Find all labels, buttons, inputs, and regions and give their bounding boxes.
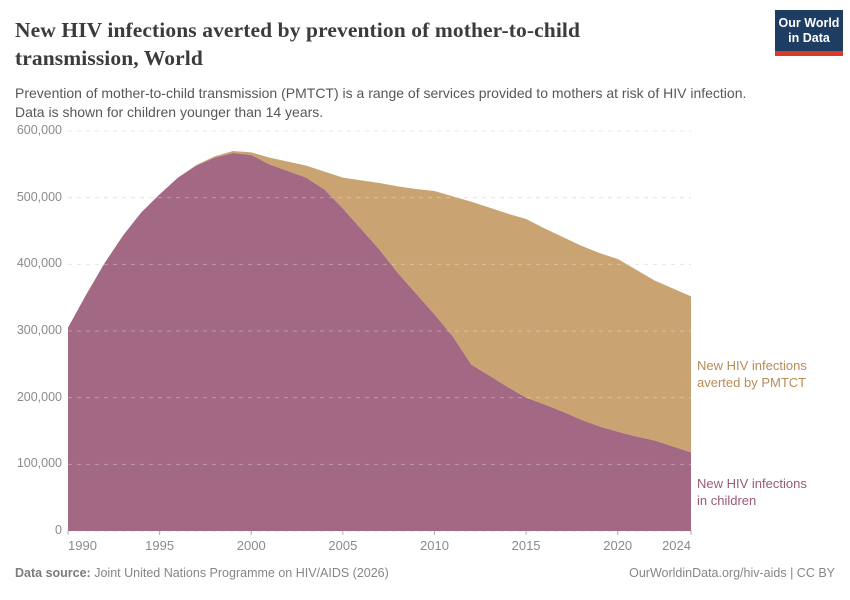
logo-line-2: in Data — [788, 31, 830, 45]
footer-link[interactable]: OurWorldinData.org/hiv-aids | CC BY — [629, 566, 835, 580]
y-tick-label: 600,000 — [16, 123, 62, 137]
x-tick-label: 2000 — [236, 538, 266, 553]
area-children[interactable] — [68, 153, 691, 531]
series-label-children: New HIV infections in children — [697, 476, 807, 508]
y-tick-label: 200,000 — [16, 389, 62, 404]
x-tick-label: 1995 — [145, 538, 175, 553]
area-averted[interactable] — [68, 151, 691, 453]
x-tick-label: 2015 — [511, 538, 541, 553]
chart-footer: Data source: Joint United Nations Progra… — [15, 566, 835, 580]
data-source: Data source: Joint United Nations Progra… — [15, 566, 389, 580]
subtitle-line-2: Data is shown for children younger than … — [15, 104, 324, 120]
data-source-label: Data source: — [15, 566, 91, 580]
title-line-1: New HIV infections averted by prevention… — [15, 18, 581, 42]
x-tick-label: 2010 — [420, 538, 449, 553]
title-line-2: transmission, World — [15, 46, 203, 70]
x-tick-label: 2020 — [603, 538, 633, 553]
chart-plot-area[interactable] — [67, 130, 692, 535]
owid-logo: Our World in Data — [775, 10, 843, 56]
y-tick-label: 500,000 — [16, 189, 62, 204]
series-label-averted: New HIV infections averted by PMTCT — [697, 358, 807, 390]
y-tick-label: 300,000 — [16, 323, 62, 337]
data-source-text: Joint United Nations Programme on HIV/AI… — [94, 566, 389, 580]
subtitle-line-1: Prevention of mother-to-child transmissi… — [15, 85, 747, 101]
x-tick-label: 2005 — [328, 538, 358, 553]
chart-subtitle: Prevention of mother-to-child transmissi… — [15, 84, 835, 122]
y-tick-label: 0 — [55, 523, 62, 537]
page-title: New HIV infections averted by prevention… — [15, 16, 755, 72]
y-tick-label: 100,000 — [16, 456, 62, 471]
stacked-area-svg — [67, 130, 692, 535]
x-tick-label: 2024 — [662, 538, 691, 553]
x-tick-label: 1990 — [68, 538, 97, 553]
y-tick-label: 400,000 — [16, 256, 62, 271]
logo-line-1: Our World — [778, 16, 840, 30]
